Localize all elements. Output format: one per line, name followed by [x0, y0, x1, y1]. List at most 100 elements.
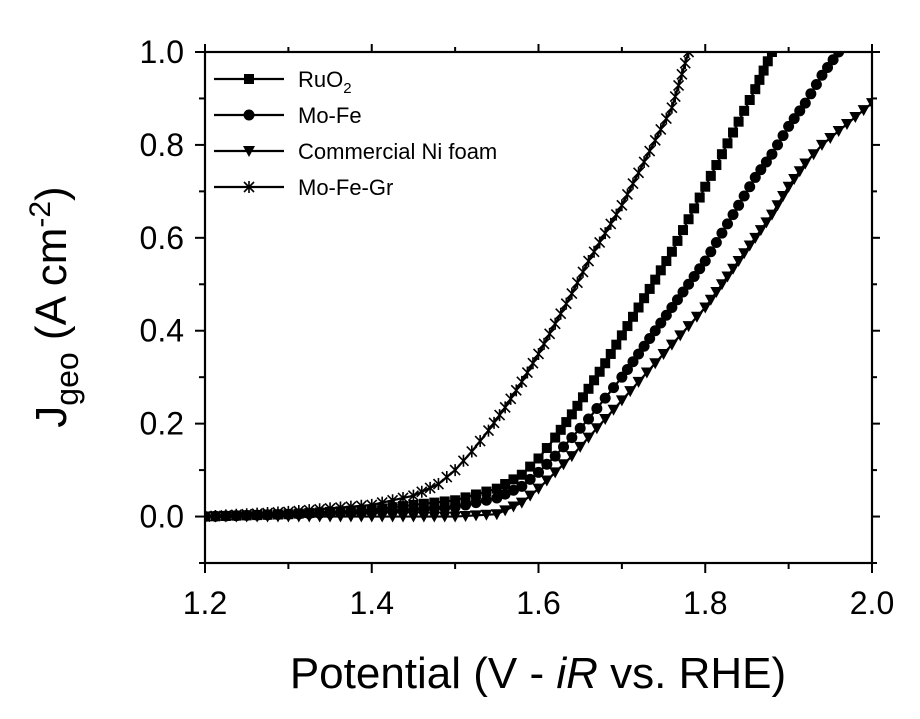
data-point — [550, 432, 561, 443]
data-point — [469, 510, 482, 522]
data-point — [799, 158, 812, 170]
data-point — [822, 61, 834, 73]
data-point — [525, 461, 536, 472]
data-point — [666, 101, 678, 114]
data-point — [621, 363, 633, 375]
data-point — [251, 507, 263, 520]
data-point — [683, 278, 695, 290]
data-point — [711, 160, 722, 171]
data-point — [366, 498, 378, 511]
series-layer — [205, 52, 872, 523]
data-point — [527, 357, 539, 370]
data-point — [344, 511, 357, 523]
data-point — [638, 155, 650, 168]
data-point — [616, 199, 628, 212]
data-point — [777, 130, 789, 142]
data-point — [494, 409, 506, 422]
data-point — [582, 255, 595, 268]
data-point — [727, 209, 739, 221]
data-point — [624, 386, 637, 398]
data-point — [788, 113, 800, 125]
y-tick-label: 0.0 — [140, 499, 184, 535]
data-point — [672, 235, 683, 246]
data-point — [387, 494, 399, 507]
data-point — [610, 208, 622, 221]
data-point — [733, 199, 745, 211]
data-point — [355, 499, 367, 512]
data-point — [805, 88, 817, 100]
data-point — [386, 511, 399, 523]
data-point — [209, 509, 221, 522]
y-tick-label: 0.6 — [140, 220, 184, 256]
data-point — [589, 375, 600, 386]
data-point — [694, 263, 706, 275]
data-point — [515, 497, 528, 509]
data-point — [507, 501, 520, 513]
data-point — [507, 484, 519, 496]
data-point — [324, 511, 337, 523]
data-point — [655, 123, 667, 136]
data-point — [727, 263, 740, 275]
data-point — [760, 156, 772, 168]
data-point — [671, 294, 683, 306]
data-point — [376, 496, 388, 509]
data-point — [644, 283, 655, 294]
data-point — [572, 400, 583, 411]
data-point — [544, 327, 556, 340]
data-point — [721, 218, 733, 230]
data-point — [466, 445, 478, 458]
data-point — [549, 450, 561, 462]
data-point — [459, 510, 472, 522]
data-point — [417, 511, 430, 523]
data-point — [460, 499, 472, 511]
data-point — [866, 98, 872, 110]
data-point — [516, 469, 527, 480]
data-point — [705, 170, 716, 181]
data-point — [683, 52, 695, 58]
data-point — [397, 511, 410, 523]
data-point — [638, 340, 650, 352]
data-point — [772, 139, 784, 151]
legend-marker — [243, 181, 255, 193]
data-point — [577, 392, 588, 403]
data-point — [521, 366, 533, 379]
data-point — [678, 225, 689, 236]
data-point — [762, 56, 773, 67]
data-point — [777, 191, 790, 203]
data-point — [549, 317, 561, 330]
data-point — [480, 509, 493, 521]
y-tick-label: 0.4 — [140, 313, 184, 349]
data-point — [582, 432, 595, 444]
data-point — [799, 97, 811, 109]
data-point — [470, 489, 481, 500]
data-point — [616, 330, 627, 341]
data-point — [594, 366, 605, 377]
data-point — [599, 392, 611, 404]
data-point — [704, 294, 717, 306]
data-point — [765, 209, 778, 221]
data-point — [705, 246, 717, 258]
data-point — [833, 52, 845, 58]
data-point — [650, 274, 661, 285]
data-point — [633, 302, 644, 313]
data-point — [407, 489, 420, 502]
data-point — [540, 475, 553, 487]
data-point — [470, 497, 482, 509]
data-point — [500, 479, 511, 490]
data-point — [588, 245, 600, 258]
data-point — [733, 116, 744, 127]
data-point — [560, 297, 572, 310]
data-point — [824, 132, 837, 144]
data-point — [533, 466, 544, 478]
data-point — [432, 478, 445, 491]
data-point — [450, 495, 461, 506]
data-point — [754, 74, 765, 85]
data-point — [549, 467, 562, 479]
data-point — [766, 52, 777, 57]
axis-ticks — [195, 44, 880, 573]
data-point — [793, 166, 806, 178]
data-point — [460, 492, 471, 503]
data-point — [640, 367, 653, 379]
data-point — [334, 501, 347, 514]
data-point — [505, 392, 517, 405]
